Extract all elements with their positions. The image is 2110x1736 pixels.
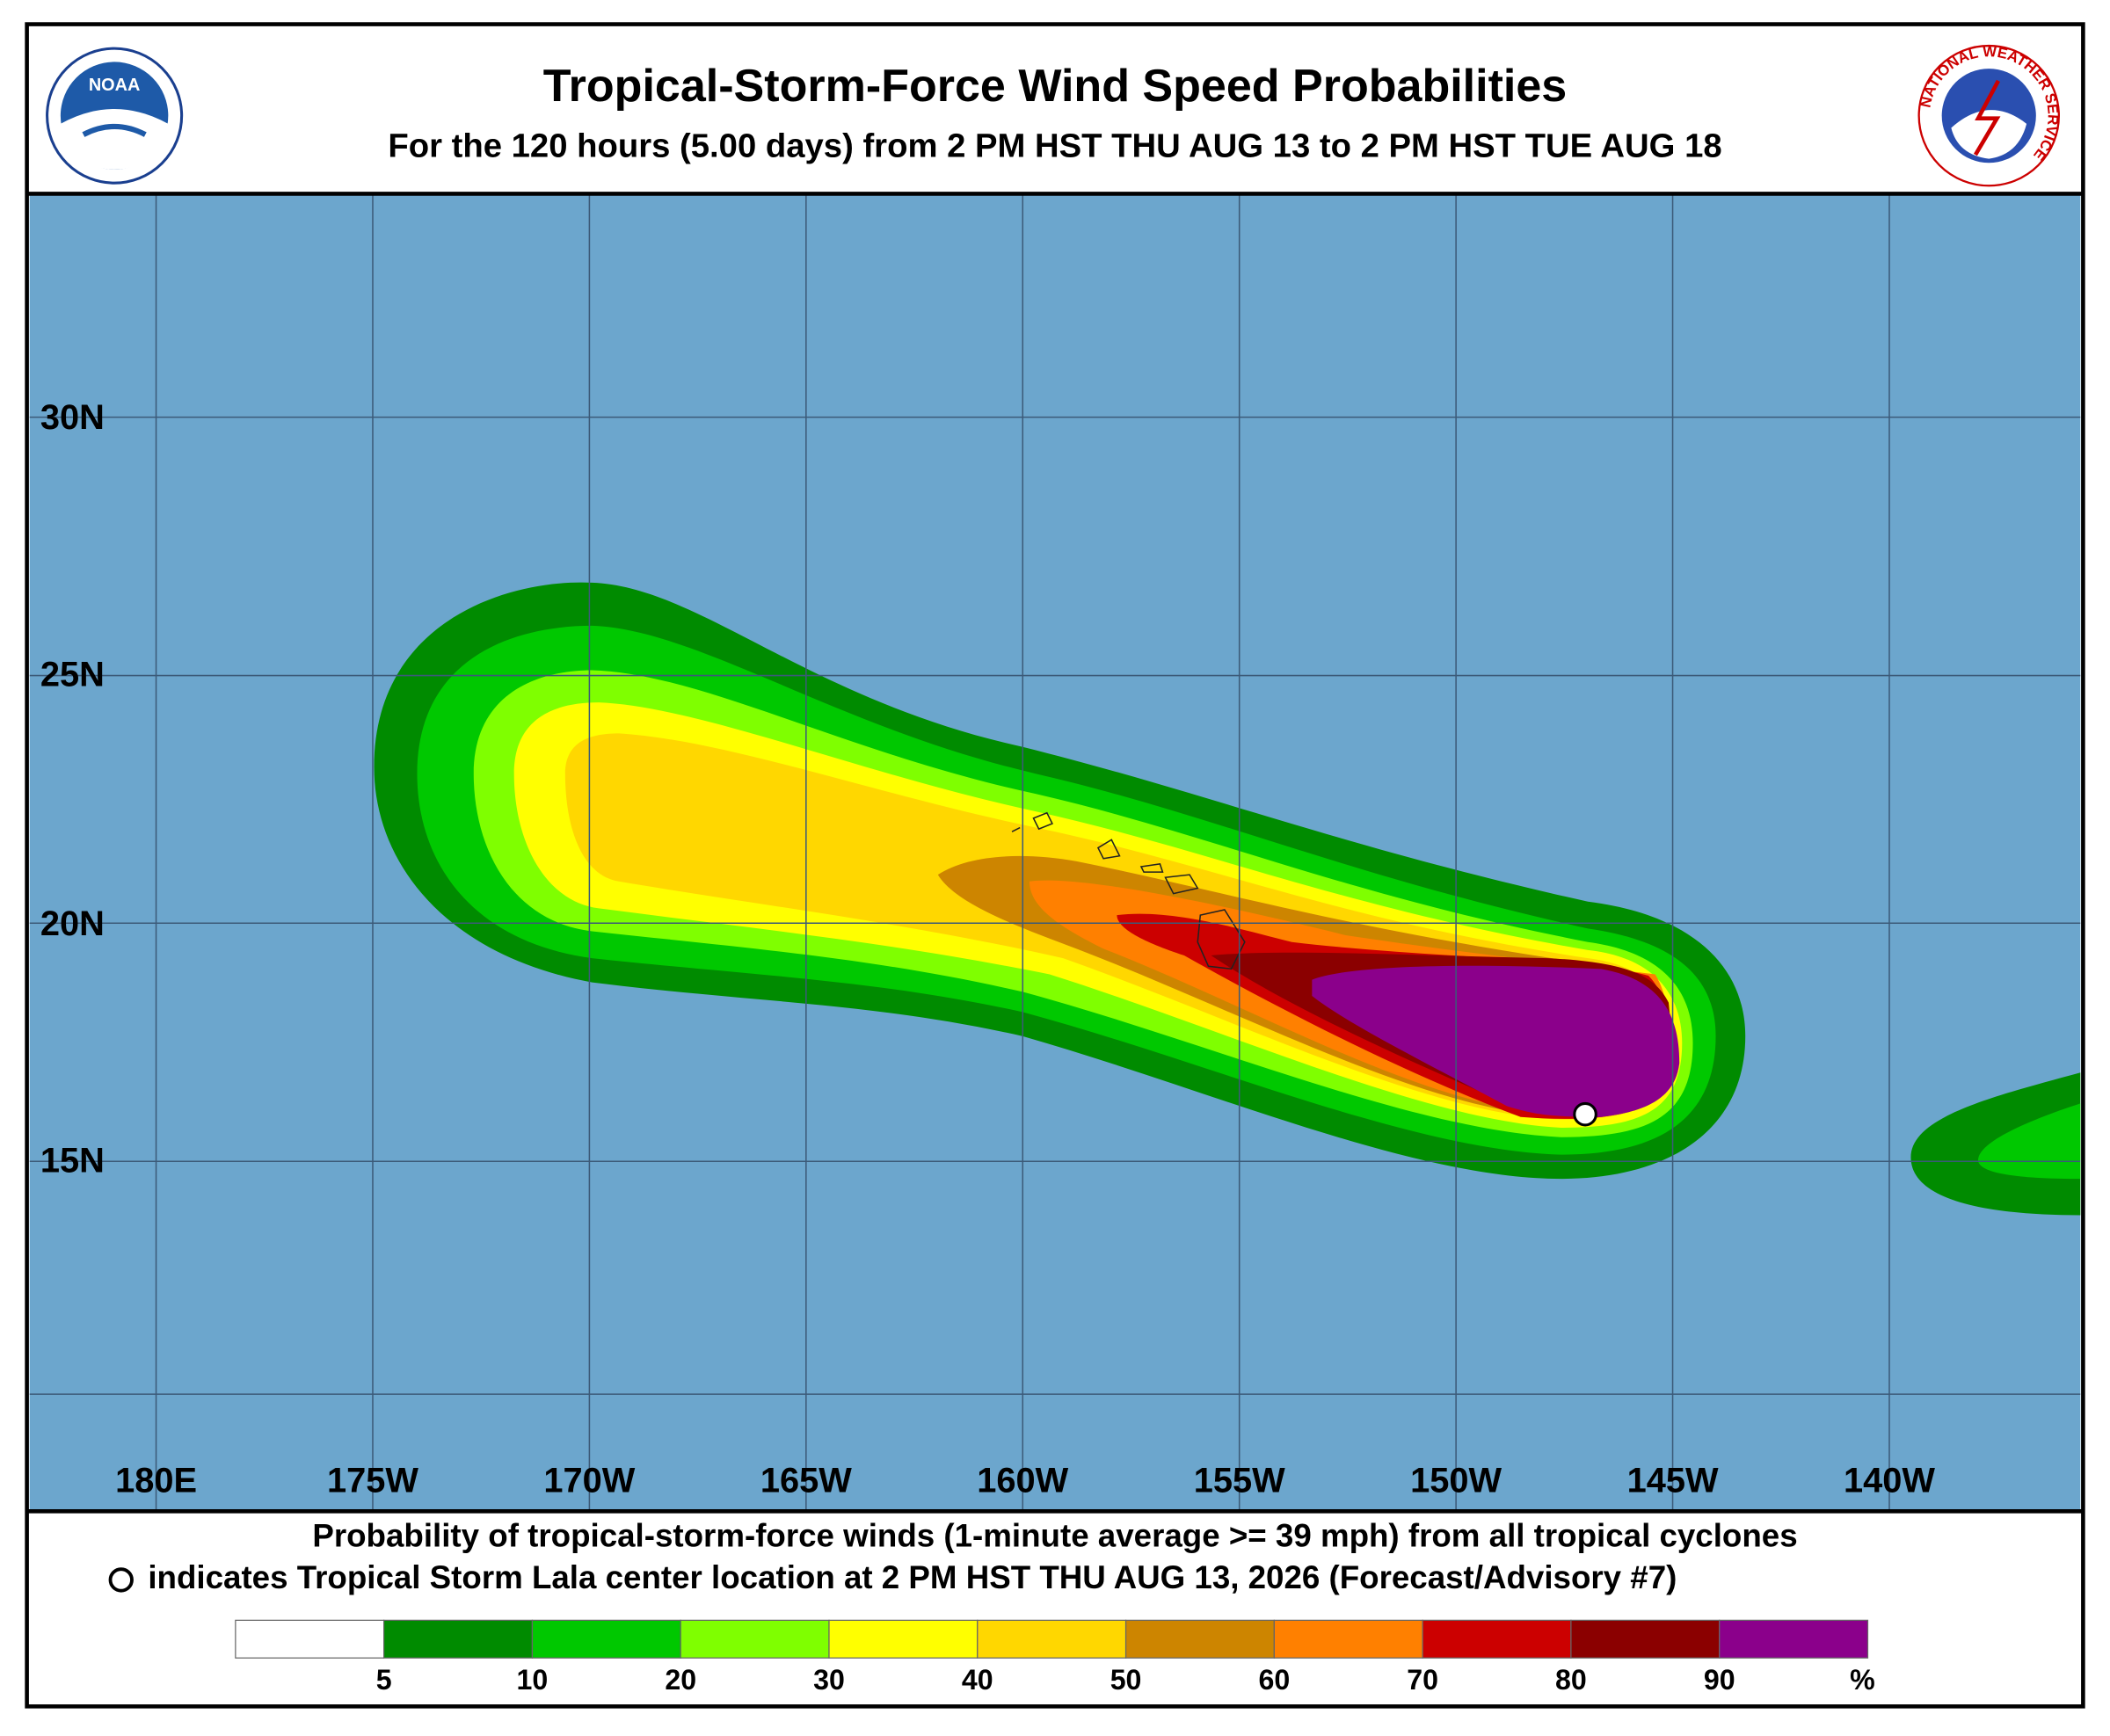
legend-swatch [828, 1619, 979, 1659]
legend-swatch [1124, 1619, 1275, 1659]
lon-label: 150W [1410, 1462, 1502, 1500]
islands [1011, 811, 1246, 970]
legend-swatch [977, 1619, 1127, 1659]
legend-label: 70 [1407, 1664, 1438, 1696]
legend-swatch [1273, 1619, 1423, 1659]
logo-text: NOAA [89, 76, 141, 95]
footer: Probability of tropical-storm-force wind… [108, 1518, 1875, 1696]
legend-swatch [680, 1619, 830, 1659]
subtitle: For the 120 hours (5.00 days) from 2 PM … [388, 127, 1721, 165]
map: 30N 25N 20N 15N 180E 175W 170W 165W 160W… [29, 194, 2081, 1510]
contour [1978, 1103, 2081, 1180]
lat-label: 30N [40, 398, 105, 437]
legend-label: 30 [813, 1664, 845, 1696]
lon-label: 140W [1844, 1462, 1935, 1500]
legend-swatch [1570, 1619, 1721, 1659]
lon-label: 160W [977, 1462, 1068, 1500]
lat-label: 25N [40, 656, 105, 694]
legend-label: 50 [1110, 1664, 1142, 1696]
legend-label: 80 [1555, 1664, 1587, 1696]
legend-label: 10 [517, 1664, 549, 1696]
lon-label: 170W [543, 1462, 635, 1500]
legend-label: 90 [1704, 1664, 1735, 1696]
lon-label: 180E [115, 1462, 197, 1500]
lat-label: 15N [40, 1141, 105, 1180]
lon-label: 155W [1194, 1462, 1285, 1500]
header: NOAA Tropical-Storm-Force Wind Speed Pro… [46, 43, 2062, 187]
lon-labels: 180E 175W 170W 165W 160W 155W 150W 145W … [115, 1462, 1935, 1500]
legend-swatch [1719, 1619, 1869, 1659]
noaa-logo: NOAA [46, 47, 184, 185]
legend: 5 10 20 30 40 50 60 70 80 90% [235, 1619, 1875, 1696]
lon-label: 145W [1627, 1462, 1719, 1500]
legend-label: 40 [962, 1664, 993, 1696]
legend-label: 20 [665, 1664, 696, 1696]
legend-label: 60 [1258, 1664, 1290, 1696]
lat-label: 20N [40, 904, 105, 943]
legend-swatch [1422, 1619, 1572, 1659]
legend-unit: % [1850, 1664, 1875, 1696]
caption: indicates Tropical Storm Lala center loc… [148, 1559, 1677, 1595]
nws-logo: NATIONAL WEATHER SERVICE [1917, 43, 2062, 187]
caption: Probability of tropical-storm-force wind… [312, 1518, 1797, 1554]
contour [1312, 965, 1680, 1117]
center-symbol [108, 1567, 134, 1593]
title: Tropical-Storm-Force Wind Speed Probabil… [543, 61, 1567, 112]
legend-swatch [235, 1619, 385, 1659]
legend-swatch [531, 1619, 681, 1659]
legend-label: 5 [376, 1664, 392, 1696]
grid [29, 194, 2081, 1510]
lat-labels: 30N 25N 20N 15N [40, 398, 105, 1180]
lon-label: 165W [760, 1462, 852, 1500]
legend-swatch [383, 1619, 534, 1659]
lon-label: 175W [327, 1462, 418, 1500]
storm-center [1573, 1101, 1597, 1127]
